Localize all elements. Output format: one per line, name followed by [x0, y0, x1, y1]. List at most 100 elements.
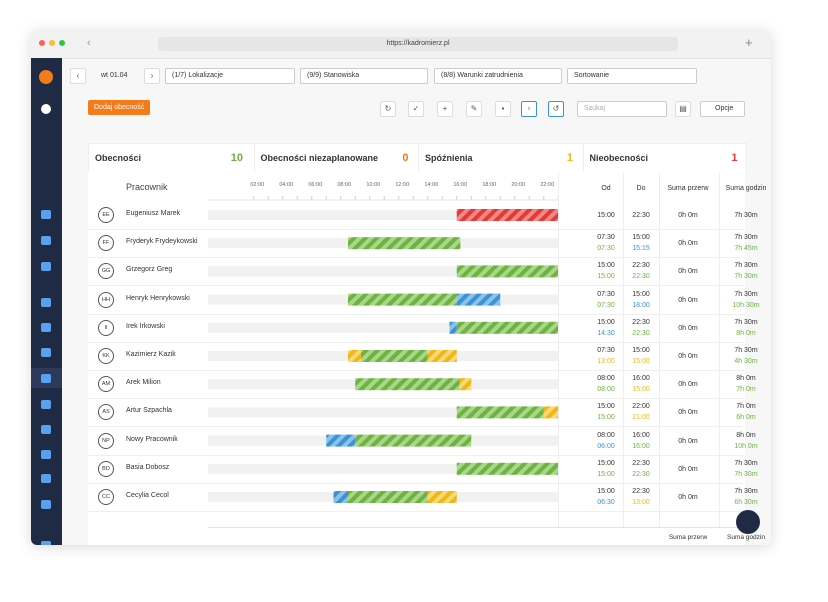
employee-name[interactable]: Nowy Pracownik: [126, 435, 178, 443]
shift-bar[interactable]: [355, 378, 460, 391]
filter-dropdown[interactable]: (8/8) Warunki zatrudnienia: [434, 68, 562, 84]
breaks: 0h 0m: [678, 353, 698, 360]
footer-label: Suma godzin: [727, 534, 765, 541]
column-header: Suma przerw: [667, 185, 709, 192]
employee-name[interactable]: Grzegorz Greg: [126, 266, 173, 274]
nav-icon[interactable]: [41, 400, 51, 409]
breaks: 0h 0m: [678, 240, 698, 248]
prev-day[interactable]: ‹: [70, 68, 86, 84]
tool-button[interactable]: ↻: [380, 101, 396, 117]
view-toggle[interactable]: ▫: [521, 101, 537, 117]
employee-name[interactable]: Fryderyk Frydeykowski: [126, 238, 198, 246]
address-bar[interactable]: https://kadromierz.pl: [158, 37, 678, 51]
hours: 7h 30m: [734, 262, 758, 270]
do-actual: 21:00: [632, 414, 650, 422]
employee-name[interactable]: Arek Milion: [126, 379, 161, 387]
employee-name[interactable]: Henryk Henrykowski: [126, 294, 190, 302]
shift-bar[interactable]: [449, 321, 457, 334]
tool-button[interactable]: ✓: [408, 101, 424, 117]
hours-actual: 4h 30m: [734, 358, 758, 365]
shift-bar[interactable]: [543, 406, 558, 419]
row-divider: [88, 511, 745, 512]
time-tick-label: 12:00: [395, 182, 409, 188]
nav-icon[interactable]: [41, 374, 51, 383]
column-divider: [659, 172, 660, 527]
time-tick-label: 20:00: [511, 182, 525, 188]
tool-button[interactable]: ✎: [466, 101, 482, 117]
row-divider: [88, 454, 745, 456]
avatar-initials: EE: [98, 207, 114, 223]
shift-bar[interactable]: [456, 462, 558, 475]
filter-dropdown[interactable]: (1/7) Lokalizacje: [165, 68, 295, 84]
shift-bar[interactable]: [456, 321, 558, 334]
do: 22:30: [632, 318, 650, 326]
nav-icon[interactable]: [41, 210, 51, 219]
shift-bar[interactable]: [333, 491, 349, 503]
shift-bar[interactable]: [348, 350, 362, 362]
timeline: 02:00 04:00 06:00 08:00 10:00 12:00 14:00 16:00…: [208, 182, 558, 503]
search-input[interactable]: Szukaj: [577, 101, 667, 117]
maximize-dot[interactable]: [59, 40, 65, 46]
nav-icon[interactable]: [41, 348, 51, 357]
avatar-initials: KK: [98, 348, 114, 364]
shift-bar[interactable]: [348, 293, 457, 306]
row-divider: [88, 313, 745, 315]
add-button[interactable]: Dodaj obecność: [88, 100, 151, 115]
close-dot[interactable]: [39, 40, 45, 46]
employee-name[interactable]: Artur Szpachla: [126, 407, 172, 415]
sort-dropdown[interactable]: Sortowanie: [567, 68, 697, 84]
tool-button[interactable]: ▪: [495, 101, 511, 117]
shift-bar[interactable]: [456, 406, 544, 419]
breaks: 0h 0m: [678, 268, 698, 276]
nav-icon[interactable]: [41, 541, 51, 545]
shift-bar[interactable]: [456, 209, 558, 221]
profile-icon[interactable]: [41, 104, 51, 114]
employee-name[interactable]: Basia Dobosz: [126, 463, 170, 471]
nav-icon[interactable]: [41, 474, 51, 483]
od-actual: 08:00: [597, 386, 615, 394]
shift-bar[interactable]: [355, 434, 472, 447]
chat-button[interactable]: [736, 510, 760, 534]
nav-icon[interactable]: [41, 236, 51, 245]
row-divider: [88, 341, 745, 343]
new-tab[interactable]: +: [745, 35, 753, 50]
employee-name[interactable]: Cecylia Cecol: [126, 492, 169, 499]
view-toggle[interactable]: ↺: [548, 101, 564, 117]
employee-name[interactable]: Kazimierz Kazik: [126, 351, 176, 358]
avatar[interactable]: [39, 70, 53, 84]
time-tick-label: 22:00: [540, 182, 554, 188]
nav-icon[interactable]: [41, 323, 51, 332]
back[interactable]: ‹: [87, 37, 91, 49]
avatar-initials: HH: [98, 291, 114, 308]
export-button[interactable]: ▤: [675, 101, 691, 117]
nav-icon[interactable]: [41, 262, 51, 271]
nav-icon[interactable]: [41, 500, 51, 509]
shift-bar[interactable]: [456, 293, 501, 306]
od: 08:00: [597, 375, 615, 383]
shift-bar[interactable]: [427, 350, 457, 362]
shift-bar[interactable]: [326, 434, 356, 447]
breaks: 0h 0m: [678, 409, 698, 417]
shift-bar[interactable]: [459, 378, 472, 391]
od: 15:00: [597, 318, 615, 326]
employee-name[interactable]: Eugeniusz Marek: [126, 210, 181, 217]
shift-bar[interactable]: [427, 491, 457, 503]
hours-actual: 7h 30m: [734, 470, 758, 478]
shift-bar[interactable]: [361, 350, 428, 362]
minimize-dot[interactable]: [49, 40, 55, 46]
next-day[interactable]: ›: [144, 68, 160, 84]
do-actual: 18:00: [632, 301, 650, 309]
time-tick-label: 02:00: [250, 182, 264, 188]
shift-bar[interactable]: [348, 491, 428, 503]
nav-icon[interactable]: [41, 450, 51, 459]
shift-bar[interactable]: [348, 237, 461, 250]
nav-icon[interactable]: [41, 298, 51, 307]
nav-icon[interactable]: [41, 425, 51, 434]
shift-bar[interactable]: [456, 265, 558, 278]
employee-name[interactable]: Irek Irkowski: [126, 322, 165, 330]
options-button[interactable]: Opcje: [700, 101, 745, 117]
header-label: Pracownik: [126, 182, 168, 192]
tool-button[interactable]: +: [437, 101, 453, 117]
time-tick-label: 04:00: [279, 182, 293, 188]
filter-dropdown[interactable]: (9/9) Stanowiska: [300, 68, 428, 84]
